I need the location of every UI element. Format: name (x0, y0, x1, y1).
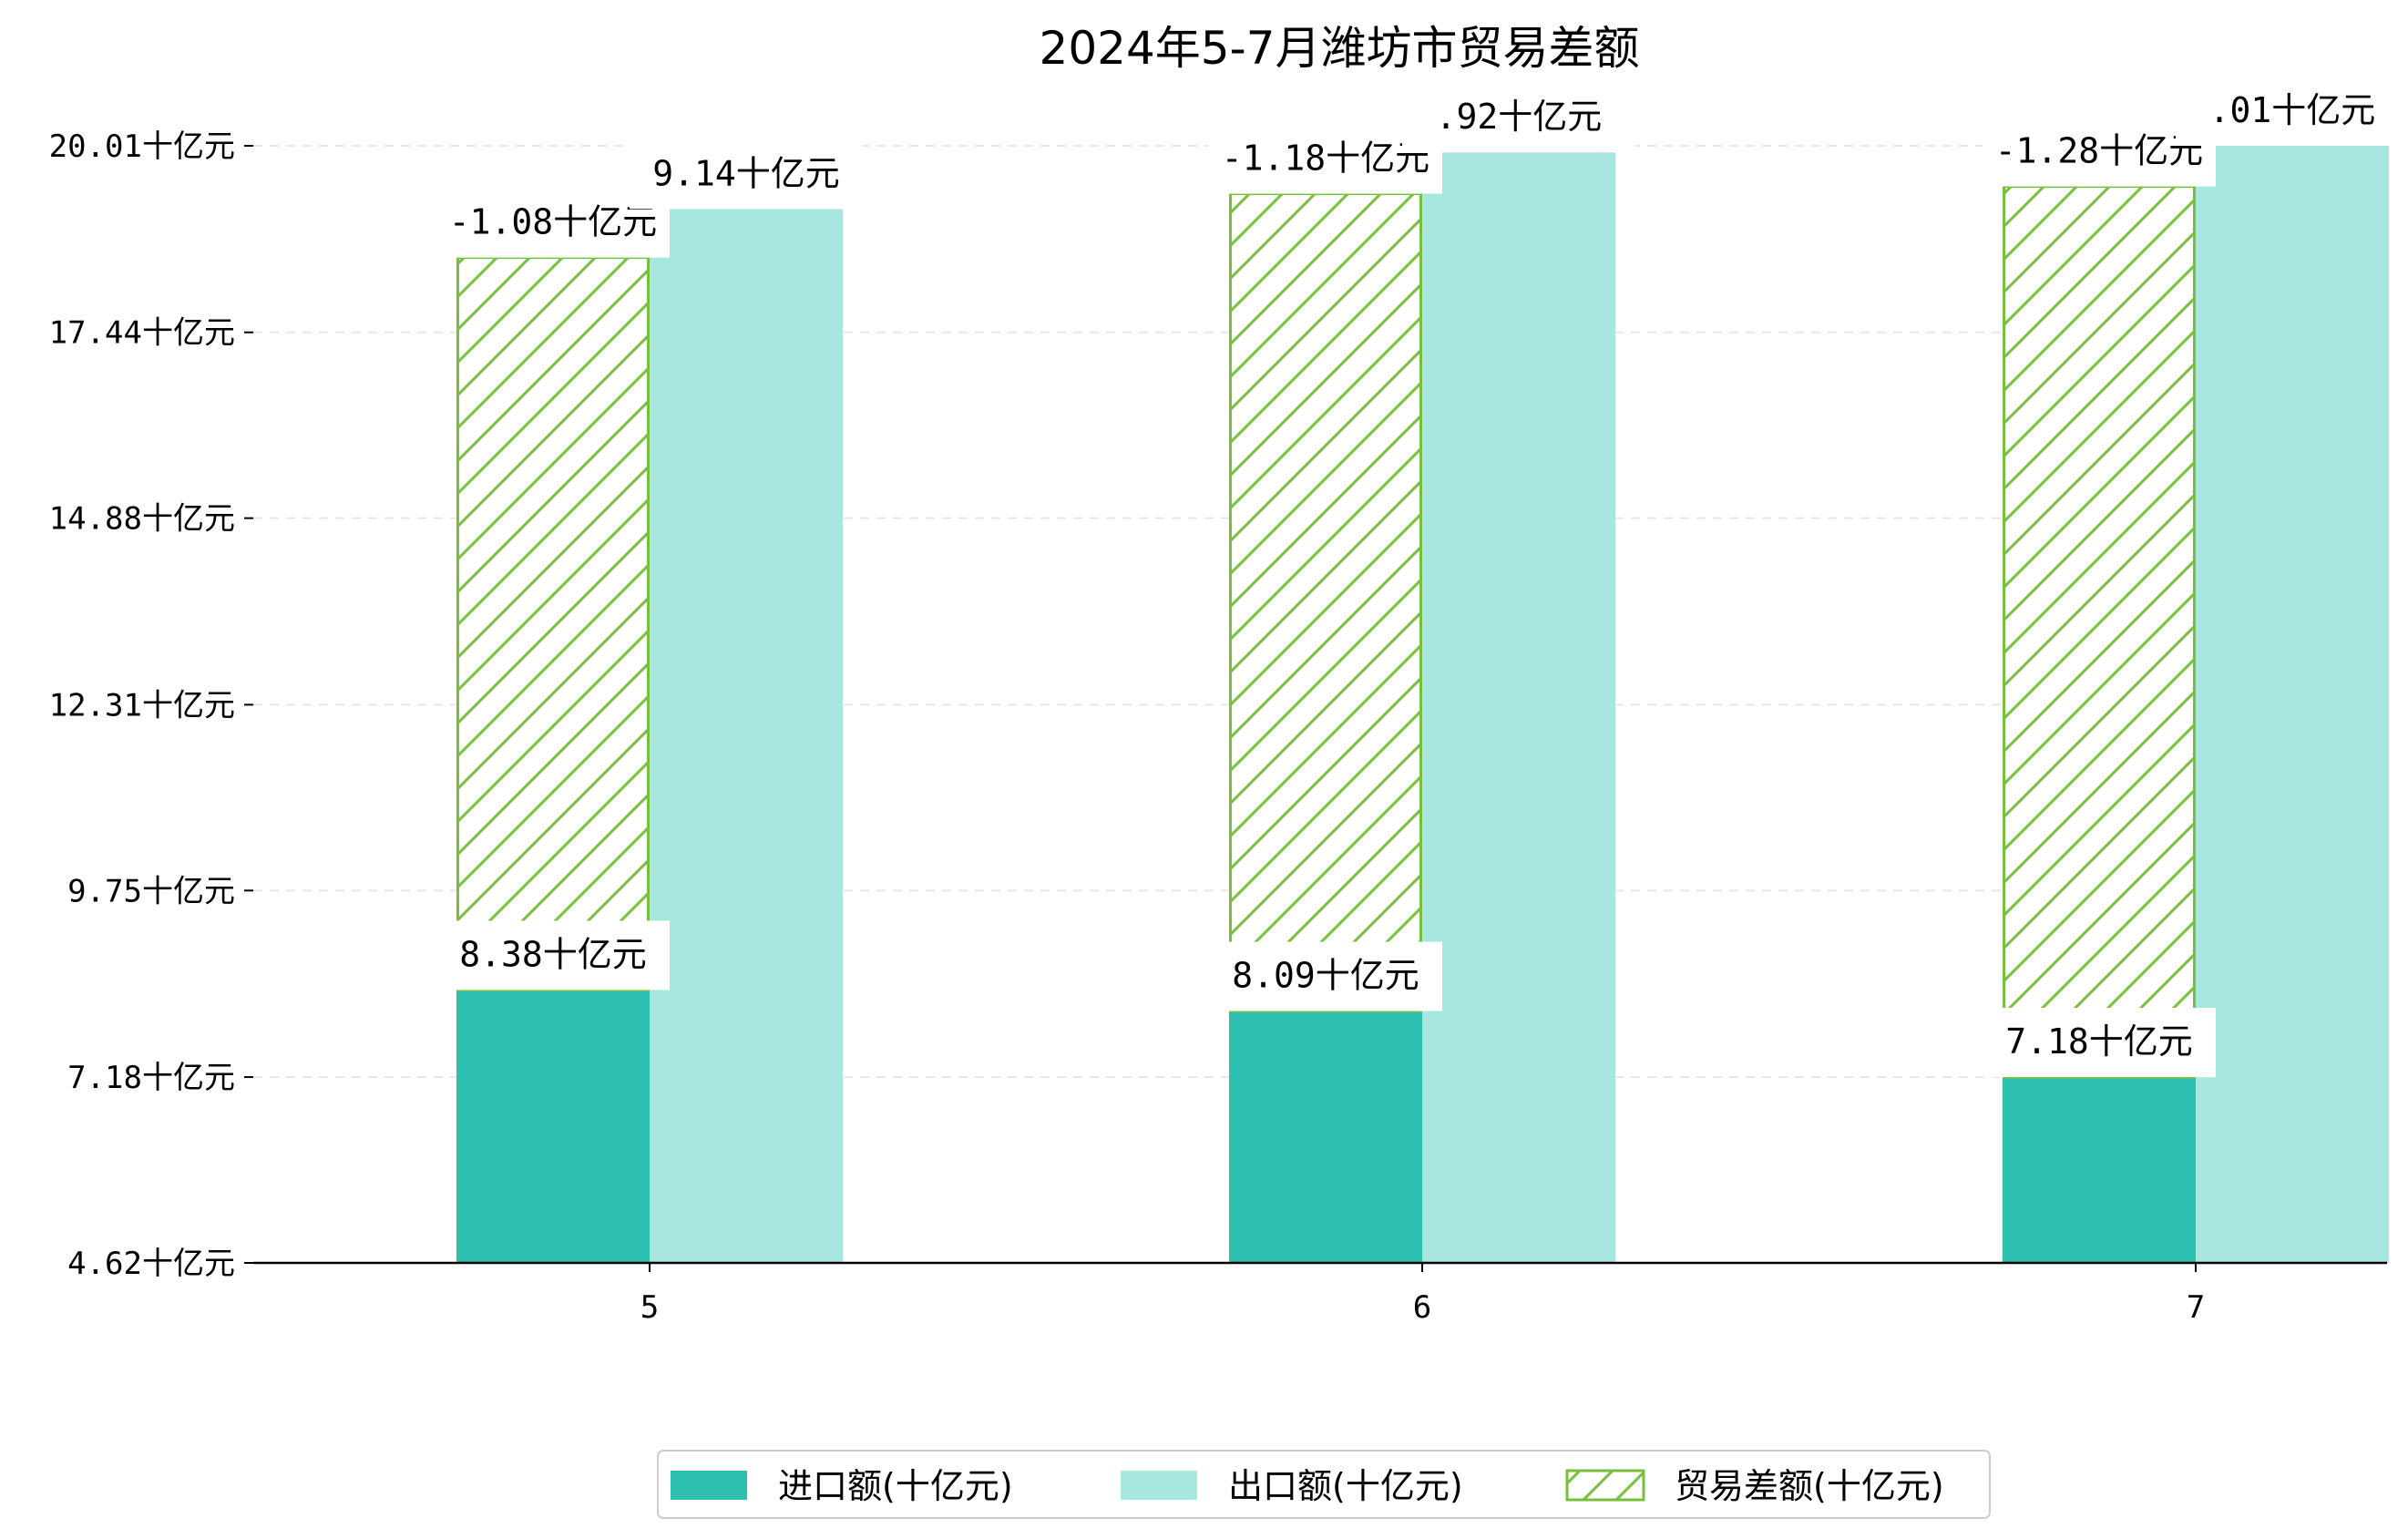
data-labels-layer: -1.08十亿元 9.14十亿元 8.38十亿元 -1.18十亿元.92十亿元 8.09… (436, 77, 2408, 1078)
legend-swatch-2 (1565, 1469, 1645, 1502)
export-value-label-box (2176, 77, 2408, 146)
import-bar-6 (1229, 1011, 1422, 1263)
export-value-label: 9.14十亿元 (652, 153, 840, 193)
import-bar-5 (456, 990, 650, 1263)
y-tick-label: 20.01十亿元 (49, 128, 235, 165)
legend-label-2: 贸易差额(十亿元) (1675, 1466, 1944, 1506)
axes-layer: 4.62十亿元 7.18十亿元 9.75十亿元 12.31十亿元 14.88十亿元 17.… (49, 128, 2387, 1326)
y-tick-label: 7.18十亿元 (67, 1060, 235, 1096)
bars-layer (456, 146, 2389, 1264)
balance-value-label: -1.18十亿元 (1222, 139, 1429, 179)
import-bar-7 (2003, 1077, 2196, 1263)
x-tick-label: 5 (640, 1289, 659, 1326)
import-value-label-box (1209, 941, 1442, 1011)
y-tick-label: 12.31十亿元 (49, 687, 235, 723)
import-value-label: 8.38十亿元 (459, 934, 647, 974)
y-tick-label: 17.44十亿元 (49, 315, 235, 352)
balance-bar-6 (1229, 192, 1422, 1013)
export-value-label-box (1402, 83, 1635, 153)
y-tick-label: 9.75十亿元 (67, 873, 235, 909)
export-bar-7 (2196, 146, 2389, 1263)
y-tick-label: 4.62十亿元 (67, 1246, 235, 1282)
y-tick-label: 14.88十亿元 (49, 501, 235, 538)
import-value-label: 8.09十亿元 (1232, 956, 1419, 996)
chart-title: 2024年5-7月潍坊市贸易差额 (1040, 22, 1640, 75)
export-bar-6 (1422, 152, 1615, 1264)
export-value-label: .01十亿元 (2209, 90, 2376, 130)
balance-bar-7 (2003, 185, 2196, 1079)
legend: 进口额(十亿元) 出口额(十亿元) 贸易差额(十亿元) (657, 1450, 1991, 1519)
legend-swatch-0 (671, 1471, 747, 1500)
x-tick-label: 6 (1413, 1289, 1431, 1326)
export-value-label-box (630, 139, 863, 210)
balance-value-label: -1.28十亿元 (1995, 131, 2203, 171)
x-tick-label: 7 (2187, 1289, 2205, 1326)
export-value-label: .92十亿元 (1436, 97, 1603, 137)
legend-swatch-1 (1121, 1471, 1197, 1500)
legend-label-0: 进口额(十亿元) (778, 1466, 1013, 1506)
legend-label-1: 出口额(十亿元) (1228, 1466, 1463, 1506)
export-bar-5 (650, 209, 843, 1264)
import-value-label: 7.18十亿元 (2005, 1021, 2193, 1062)
balance-value-label: -1.08十亿元 (449, 202, 657, 242)
import-value-label-box (436, 920, 670, 990)
import-value-label-box (1983, 1008, 2216, 1078)
balance-bar-5 (456, 256, 650, 991)
legend-box (657, 1450, 1991, 1519)
